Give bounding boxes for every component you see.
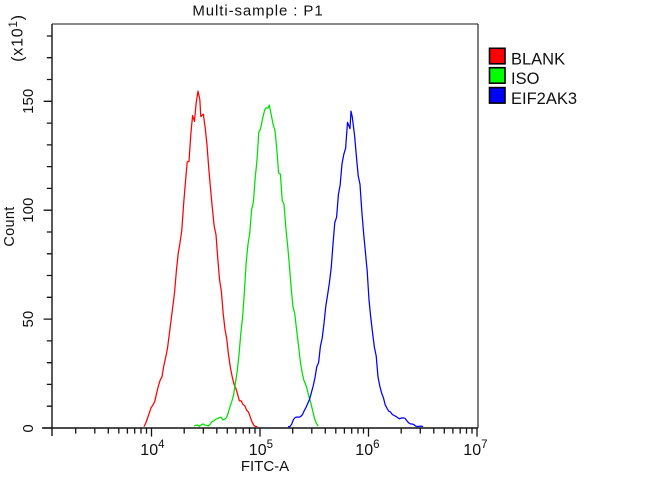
svg-text:50: 50: [20, 311, 37, 328]
svg-text:10: 10: [140, 442, 158, 459]
svg-text:6: 6: [373, 439, 379, 451]
svg-text:150: 150: [20, 89, 37, 114]
svg-text:0: 0: [20, 424, 37, 432]
svg-text:Multi-sample : P1: Multi-sample : P1: [192, 3, 323, 20]
svg-text:10: 10: [249, 442, 267, 459]
svg-text:10: 10: [355, 442, 373, 459]
svg-text:100: 100: [20, 198, 37, 223]
svg-text:7: 7: [481, 439, 487, 451]
svg-text:10: 10: [463, 442, 481, 459]
svg-text:ISO: ISO: [511, 70, 540, 88]
svg-text:Count: Count: [2, 206, 18, 246]
svg-text:EIF2AK3: EIF2AK3: [511, 90, 577, 108]
svg-text:5: 5: [267, 439, 273, 451]
svg-text:BLANK: BLANK: [511, 51, 565, 69]
svg-text:4: 4: [158, 439, 165, 451]
svg-text:FITC-A: FITC-A: [241, 458, 289, 475]
